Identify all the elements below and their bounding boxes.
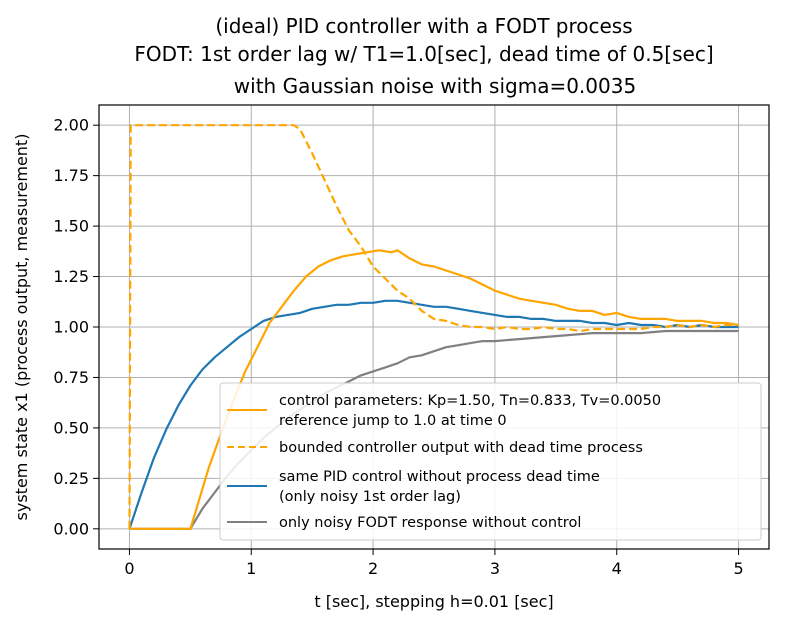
x-tick-label: 0 [124, 559, 134, 578]
y-tick-label: 1.50 [53, 217, 89, 236]
legend-label-pid-output: control parameters: Kp=1.50, Tn=0.833, T… [279, 393, 661, 409]
legend-label-pid-output-line2: reference jump to 1.0 at time 0 [279, 413, 507, 429]
x-tick-label: 5 [733, 559, 743, 578]
y-tick-label: 0.00 [53, 519, 89, 538]
series-line-1 [128, 124, 739, 529]
legend-label-no-dead-time-line2: (only noisy 1st order lag) [279, 489, 461, 505]
y-tick-label: 0.50 [53, 418, 89, 437]
legend-box [219, 382, 762, 541]
x-tick-label: 1 [246, 559, 256, 578]
series-line-2 [128, 299, 739, 530]
axes-frame [98, 104, 770, 550]
y-tick-label: 2.00 [53, 116, 89, 135]
y-tick-label: 1.25 [53, 267, 89, 286]
chart-title-line-1: (ideal) PID controller with a FODT proce… [215, 14, 632, 38]
legend-label-fodt-only: only noisy FODT response without control [279, 515, 581, 531]
legend-label-controller-output: bounded controller output with dead time… [279, 440, 643, 456]
y-tick-label: 1.00 [53, 318, 89, 337]
x-tick-label: 3 [490, 559, 500, 578]
legend-label-no-dead-time: same PID control without process dead ti… [279, 469, 600, 485]
legend: control parameters: Kp=1.50, Tn=0.833, T… [219, 382, 762, 541]
x-tick-label: 2 [368, 559, 378, 578]
x-axis-label: t [sec], stepping h=0.01 [sec] [314, 592, 553, 611]
y-axis-label: system state x1 (process output, measure… [12, 134, 31, 521]
y-tick-label: 0.75 [53, 368, 89, 387]
axis-ticks: 0 1 2 3 4 5 0.00 0.25 0.50 0.75 1.00 1.25 1.50 1.75 2.… [53, 116, 743, 578]
y-tick-label: 1.75 [53, 166, 89, 185]
series-line-0 [129, 249, 739, 530]
chart-title-line-2: FODT: 1st order lag w/ T1=1.0[sec], dead… [134, 42, 713, 66]
y-tick-label: 0.25 [53, 469, 89, 488]
x-tick-label: 4 [612, 559, 622, 578]
chart-title-line-3: with Gaussian noise with sigma=0.0035 [234, 74, 636, 98]
